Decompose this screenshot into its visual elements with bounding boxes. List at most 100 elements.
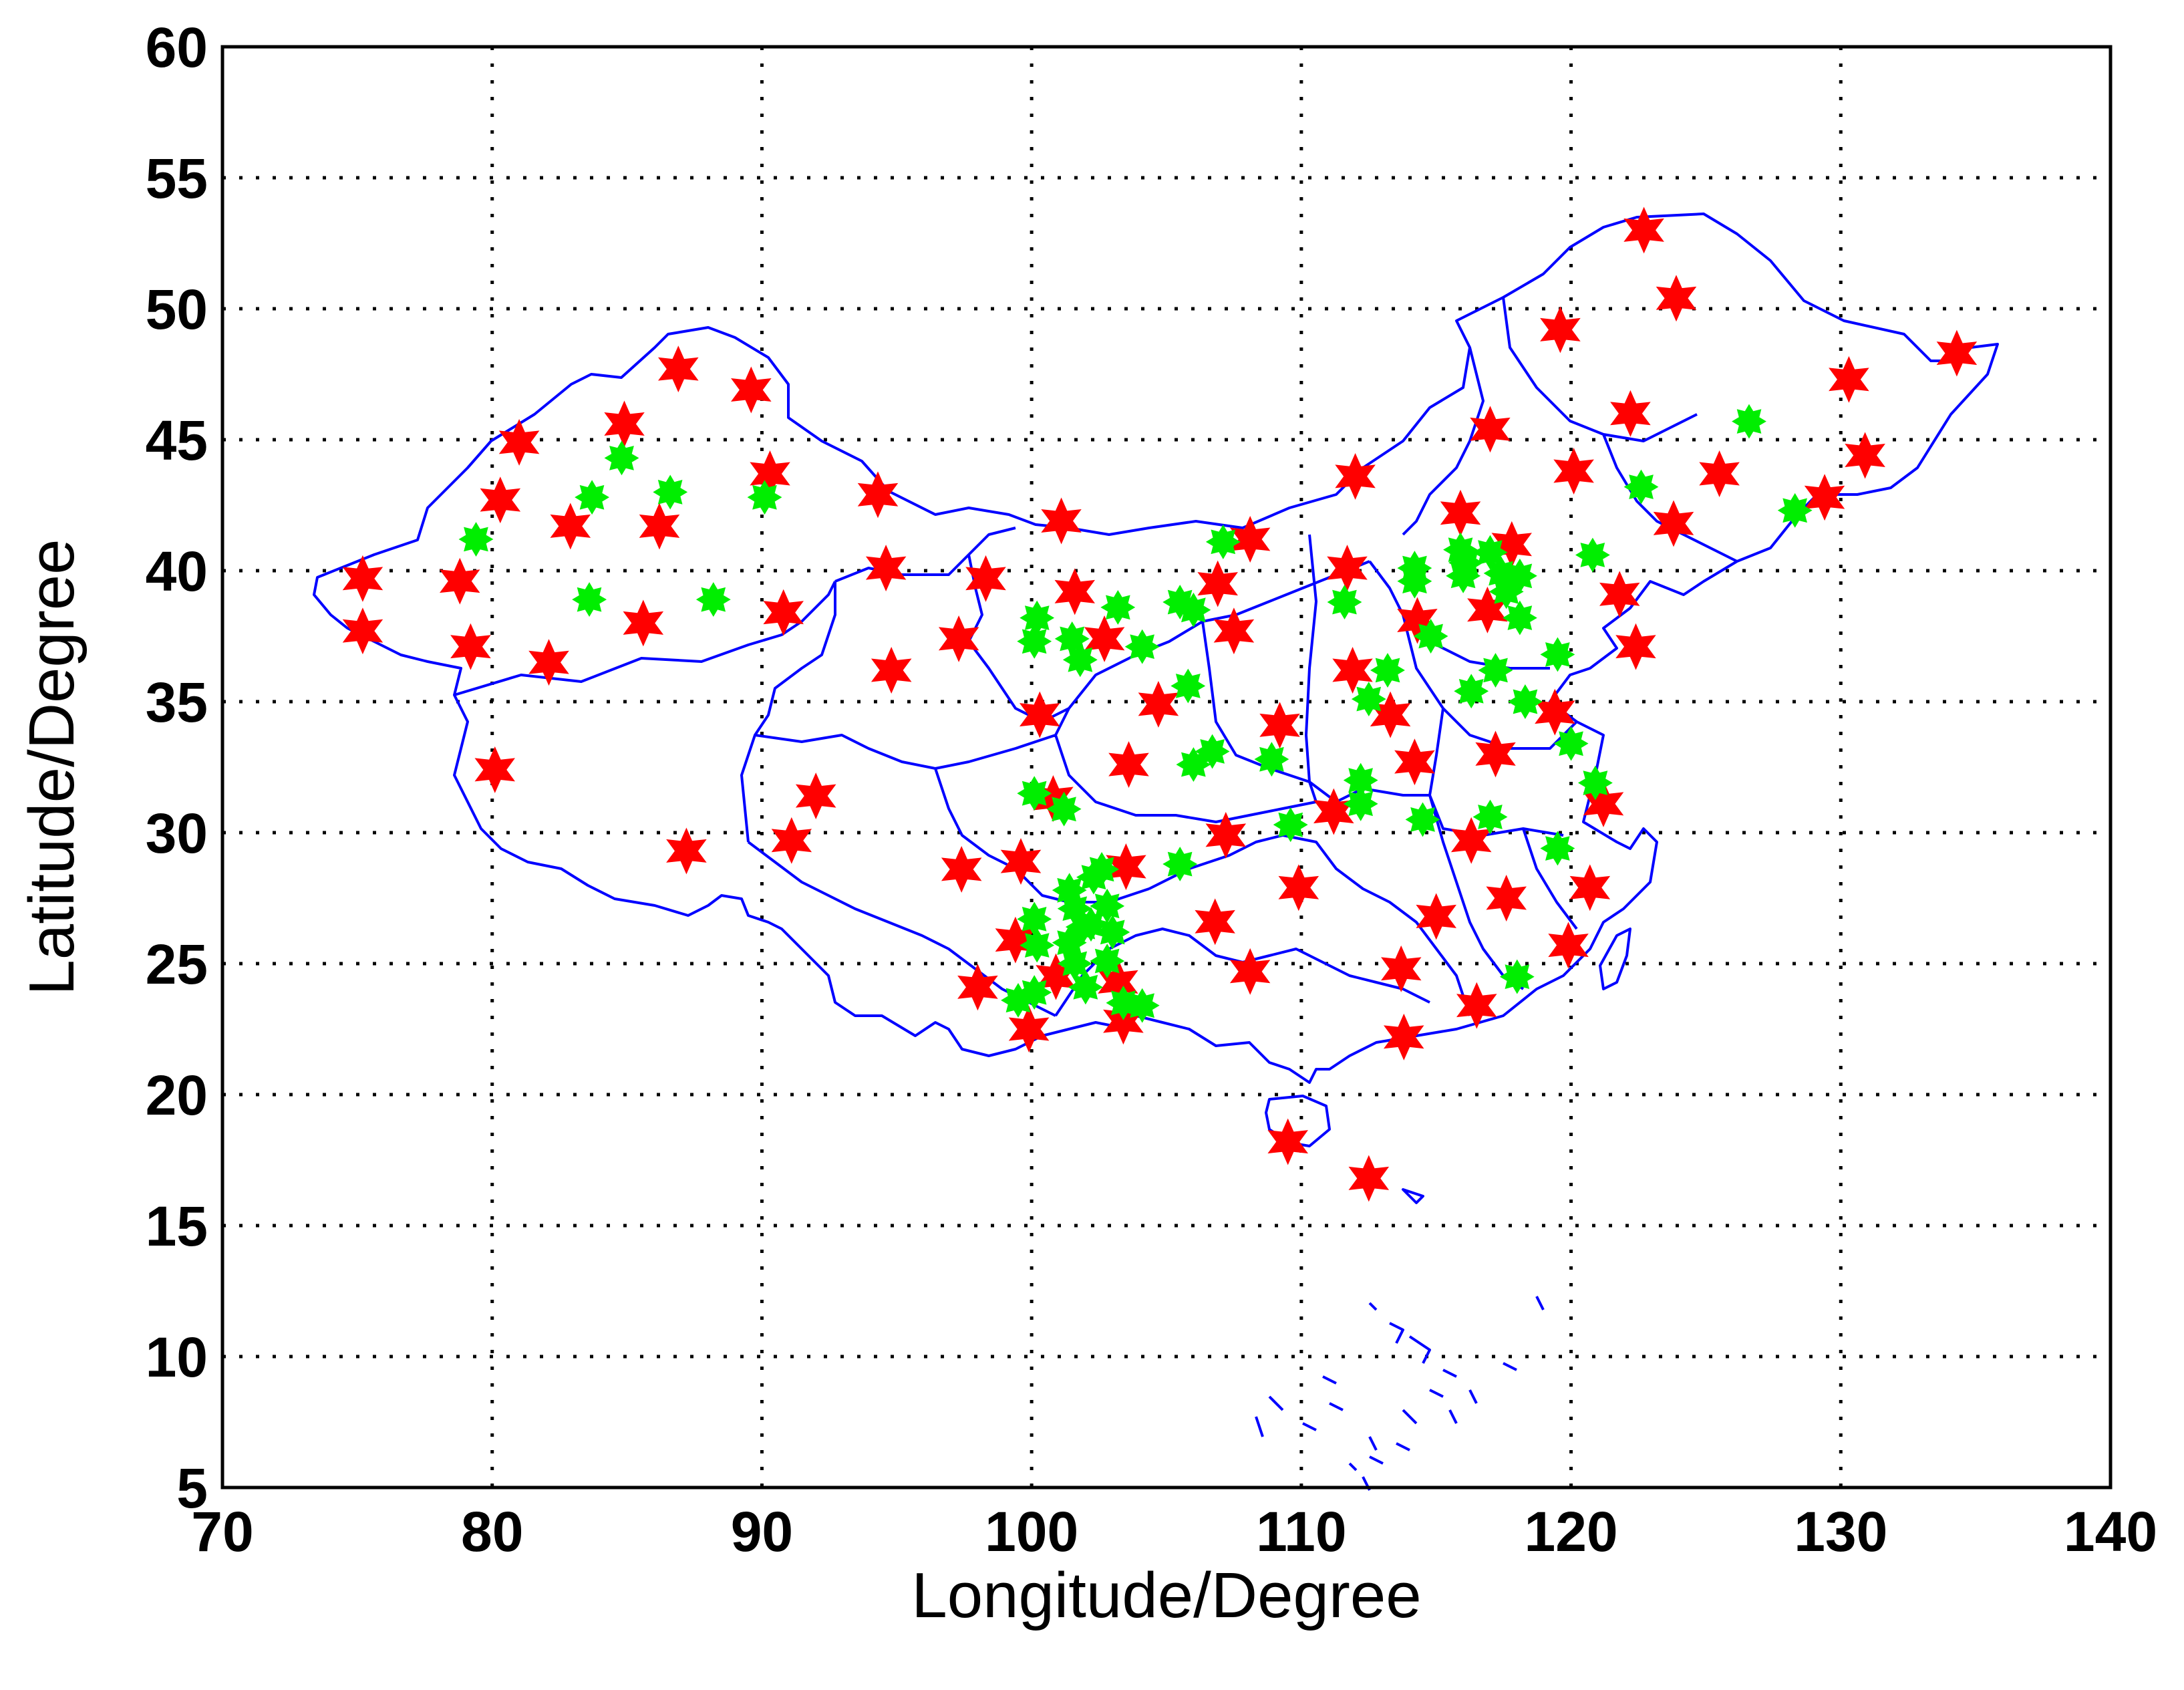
red-station-marker [1259, 702, 1300, 749]
green-station-marker [1124, 629, 1160, 664]
red-station-marker [1623, 206, 1664, 254]
hainan-outline [1265, 1095, 1331, 1147]
red-station-marker [1348, 1155, 1390, 1202]
red-station-marker [1615, 623, 1656, 670]
red-station-marker [1381, 945, 1422, 992]
red-station-marker [1486, 875, 1527, 922]
green-station-marker [1273, 807, 1308, 843]
green-station-marker [1732, 404, 1766, 439]
y-axis-label: Latitude/Degree [16, 539, 88, 995]
red-station-marker [1054, 568, 1095, 615]
red-station-marker [771, 817, 812, 864]
green-station-marker [1540, 637, 1575, 672]
green-station-marker [575, 480, 610, 515]
green-station-marker [1084, 851, 1120, 887]
red-station-marker [1327, 545, 1368, 592]
green-station-marker [1171, 668, 1206, 704]
red-station-marker [342, 555, 383, 602]
red-station-marker [1195, 898, 1235, 946]
red-station-marker [1335, 452, 1376, 500]
red-station-marker [1470, 406, 1511, 453]
red-station-marker [1699, 450, 1740, 497]
y-tick-label: 60 [146, 16, 208, 79]
y-tick-labels: 5 10 15 20 25 30 35 40 45 50 55 60 [146, 16, 208, 1520]
red-station-marker [1656, 275, 1697, 322]
green-station-marker [1195, 734, 1230, 769]
red-station-marker [871, 647, 912, 694]
red-station-marker [1229, 948, 1271, 995]
red-station-marker [1569, 864, 1611, 911]
x-tick-label: 140 [2064, 1500, 2157, 1563]
green-station-marker [1777, 492, 1813, 528]
green-station-marker [1502, 600, 1537, 636]
green-station-marker [1575, 537, 1610, 573]
green-station-marker [1176, 592, 1211, 627]
red-station-marker [1008, 1006, 1050, 1052]
green-station-marker [653, 474, 688, 510]
green-station-marker [1502, 558, 1537, 593]
x-tick-label: 70 [191, 1500, 253, 1563]
green-station-marker [1254, 742, 1289, 777]
green-station-marker [604, 440, 639, 476]
green-station-marker [1017, 901, 1052, 937]
red-station-marker [1553, 448, 1594, 495]
red-station-marker [1332, 647, 1373, 694]
red-station-marker [666, 827, 707, 875]
y-tick-label: 55 [146, 147, 208, 210]
red-station-marker [623, 599, 664, 647]
x-tick-label: 130 [1794, 1500, 1887, 1563]
green-station-marker [1205, 524, 1241, 559]
green-station-marker [1162, 847, 1198, 881]
green-station-marker [1405, 802, 1440, 837]
green-station-marker [1540, 831, 1575, 866]
x-tick-labels: 70 80 90 100 110 120 130 140 [191, 1500, 2157, 1563]
red-station-marker [639, 503, 680, 550]
green-station-marker [747, 480, 782, 515]
y-tick-label: 45 [146, 409, 208, 472]
green-station-marker [1090, 944, 1125, 979]
y-tick-label: 25 [146, 933, 208, 996]
province-boundaries [454, 297, 1738, 1017]
red-station-marker [965, 555, 1006, 602]
red-station-marker [1416, 893, 1456, 940]
green-station-marker [572, 582, 607, 617]
green-station-marker [1343, 786, 1378, 821]
red-station-marker [857, 471, 899, 519]
red-station-marker [1000, 838, 1042, 885]
red-station-marker [1106, 843, 1146, 890]
green-station-marker [1454, 674, 1489, 709]
red-station-marker [528, 639, 569, 686]
y-tick-label: 30 [146, 802, 208, 865]
green-station-marker [1020, 928, 1055, 963]
green-station-marker [1448, 545, 1484, 581]
green-station-marker [1623, 469, 1659, 505]
red-station-marker [1020, 691, 1060, 738]
taiwan-outline [1599, 928, 1631, 990]
green-station-marker [1507, 684, 1543, 719]
green-station-marker [1327, 585, 1362, 619]
red-station-marker [1610, 390, 1651, 437]
red-station-marker [1108, 741, 1149, 789]
red-station-marker [1475, 730, 1516, 778]
green-station-marker [1397, 551, 1432, 586]
red-station-marker [1197, 560, 1238, 607]
red-station-marker [604, 400, 645, 448]
red-station-marker [450, 623, 491, 670]
x-tick-label: 80 [461, 1500, 523, 1563]
red-station-marker [658, 345, 699, 393]
x-tick-label: 120 [1524, 1500, 1617, 1563]
red-station-marker [1804, 474, 1845, 521]
data-markers [342, 206, 1978, 1202]
red-station-marker [1599, 571, 1640, 618]
green-station-marker [1413, 619, 1448, 654]
red-station-marker [440, 557, 480, 605]
x-axis-label: Longitude/Degree [911, 1560, 1421, 1631]
y-tick-label: 10 [146, 1326, 208, 1389]
green-station-marker [1095, 915, 1130, 950]
green-station-marker [1020, 600, 1055, 636]
red-station-marker [1540, 306, 1581, 354]
red-station-marker [1384, 1013, 1424, 1061]
red-station-marker [1548, 922, 1589, 969]
red-station-marker [1138, 680, 1179, 728]
